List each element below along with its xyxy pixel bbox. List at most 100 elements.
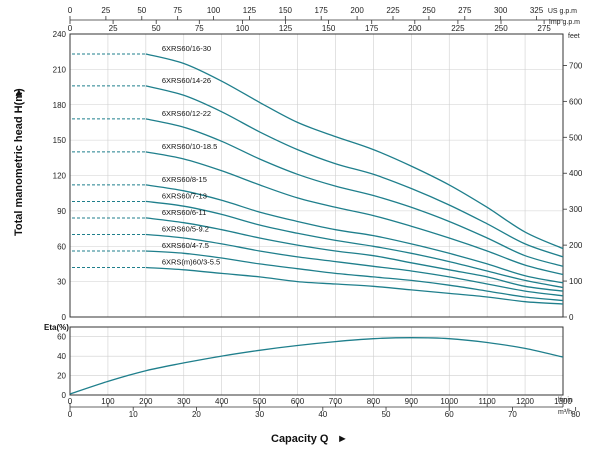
imp-gpm-tick-label: 175 [365,24,379,33]
us-gpm-tick-label: 75 [173,6,182,15]
text-layer: 0306090120150180210240020406001002003004… [53,6,583,419]
pump-curve [145,250,564,302]
frame-layer [69,16,577,411]
pump-curve-label: 6XRS60/4-7.5 [162,241,209,250]
pump-curve-label: 6XRS60/14-26 [162,76,211,85]
feet-tick-label: 100 [569,277,583,286]
eta-tick-label: 60 [57,333,66,342]
lmin-tick-label: 800 [367,397,381,406]
m3h-tick-label: 50 [382,410,391,419]
us-gpm-tick-label: 300 [494,6,508,15]
lmin-tick-label: 1000 [440,397,458,406]
head-tick-label: 120 [53,172,67,181]
m3h-tick-label: 60 [445,410,454,419]
head-tick-label: 30 [57,278,66,287]
feet-tick-label: 400 [569,169,583,178]
imp-gpm-tick-label: 0 [68,24,73,33]
lmin-tick-label: 1100 [479,397,497,406]
lmin-tick-label: 1200 [516,397,534,406]
lmin-unit-label: l/min [558,397,573,404]
pump-curve [145,85,564,258]
lmin-tick-label: 400 [215,397,229,406]
grid-layer [69,33,564,396]
head-tick-label: 210 [53,65,67,74]
pump-curve [145,53,564,250]
pump-curve-label: 6XRS(m)60/3-5.5 [162,257,220,266]
head-tick-label: 240 [53,30,67,39]
lmin-tick-label: 600 [291,397,305,406]
capacity-axis-arrow: ► [337,433,348,445]
lmin-tick-label: 500 [253,397,267,406]
eta-tick-label: 20 [57,372,66,381]
pump-curve [145,233,564,297]
imp-gpm-tick-label: 150 [322,24,336,33]
imp-gpm-tick-label: 25 [109,24,118,33]
imp-gpm-tick-label: 75 [195,24,204,33]
feet-tick-label: 500 [569,133,583,142]
pump-curve [145,118,564,267]
m3h-tick-label: 30 [255,410,264,419]
imp-gpm-tick-label: 125 [279,24,293,33]
m3h-tick-label: 70 [508,410,517,419]
imp-gpm-tick-label: 100 [236,24,250,33]
head-axis-arrow: ► [13,87,25,98]
imp-gpm-unit-label: Imp g.p.m [549,19,580,26]
feet-unit-label: feet [568,33,580,40]
us-gpm-tick-label: 200 [350,6,364,15]
us-gpm-tick-label: 50 [137,6,146,15]
pump-curve-label: 6XRS60/5-9.2 [162,224,209,233]
us-gpm-tick-label: 25 [101,6,110,15]
us-gpm-tick-label: 275 [458,6,472,15]
lmin-tick-label: 700 [329,397,343,406]
pump-curve-label: 6XRS60/8-15 [162,175,207,184]
us-gpm-tick-label: 125 [243,6,257,15]
imp-gpm-tick-label: 200 [408,24,422,33]
us-gpm-tick-label: 0 [68,6,73,15]
us-gpm-tick-label: 100 [207,6,221,15]
us-gpm-unit-label: US g.p.m [548,8,577,15]
feet-tick-label: 700 [569,61,583,70]
imp-gpm-tick-label: 275 [537,24,551,33]
m3h-tick-label: 80 [571,410,580,419]
head-tick-label: 60 [57,242,66,251]
head-tick-label: 180 [53,101,67,110]
pump-curve [145,151,564,276]
eta-tick-label: 40 [57,352,66,361]
eta-plot-frame [69,326,564,396]
m3h-unit-label: m³/h [558,409,572,416]
pump-curve-label: 6XRS60/10-18.5 [162,142,217,151]
head-plot-frame [69,33,564,318]
head-tick-label: 90 [57,207,66,216]
imp-gpm-tick-label: 250 [494,24,508,33]
pump-curve [145,200,564,289]
lmin-tick-label: 0 [68,397,73,406]
head-tick-label: 150 [53,136,67,145]
feet-tick-label: 300 [569,205,583,214]
feet-tick-label: 600 [569,97,583,106]
pump-curve-label: 6XRS60/6-11 [162,208,206,217]
eta-axis-title: Eta(%) [44,323,69,332]
capacity-axis-title: Capacity Q [271,433,329,445]
us-gpm-tick-label: 150 [279,6,293,15]
m3h-tick-label: 0 [68,410,73,419]
eta-tick-label: 0 [62,391,67,400]
m3h-tick-label: 20 [192,410,201,419]
pump-curve-label: 6XRS60/12-22 [162,109,211,118]
pump-curve [145,266,564,305]
imp-gpm-tick-label: 50 [152,24,161,33]
lmin-tick-label: 300 [177,397,191,406]
pump-curve [145,217,564,292]
lmin-tick-label: 100 [101,397,115,406]
lmin-tick-label: 900 [405,397,419,406]
feet-tick-label: 200 [569,241,583,250]
m3h-tick-label: 40 [318,410,327,419]
curve-layer [69,53,564,395]
us-gpm-tick-label: 225 [386,6,400,15]
us-gpm-tick-label: 325 [530,6,544,15]
efficiency-curve [69,337,564,395]
pump-curve-label: 6XRS60/7-13 [162,191,207,200]
imp-gpm-tick-label: 225 [451,24,465,33]
head-tick-label: 0 [62,313,67,322]
pump-curve [145,184,564,284]
